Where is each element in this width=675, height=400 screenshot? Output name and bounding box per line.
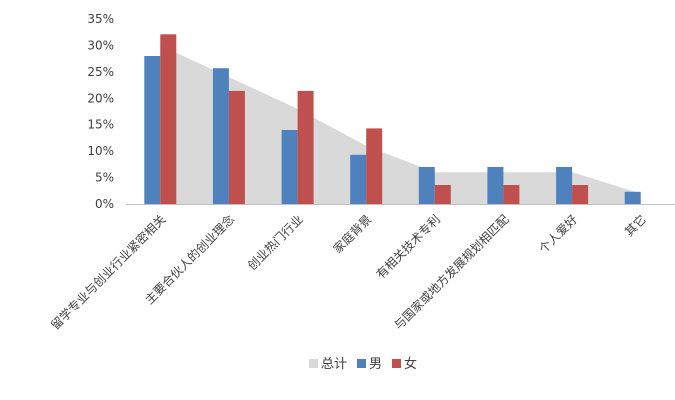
bar-male-4 bbox=[418, 167, 435, 204]
x-category-label: 留学专业与创业行业紧密相关 bbox=[48, 212, 169, 333]
y-tick-label: 35% bbox=[87, 12, 114, 26]
bar-female-1 bbox=[228, 90, 245, 204]
bar-male-7 bbox=[624, 191, 641, 204]
bar-male-0 bbox=[144, 56, 161, 204]
bar-female-6 bbox=[572, 185, 589, 204]
legend-item: 总计 bbox=[309, 357, 347, 372]
y-tick-label: 20% bbox=[87, 91, 114, 105]
bar-male-1 bbox=[212, 68, 229, 204]
bar-female-0 bbox=[160, 34, 177, 204]
legend-swatch bbox=[309, 359, 318, 368]
bar-layer bbox=[144, 34, 641, 204]
x-category-label: 创业热门行业 bbox=[244, 212, 306, 274]
bar-male-6 bbox=[556, 167, 573, 204]
y-tick-label: 5% bbox=[95, 171, 114, 185]
x-category-label: 个人爱好 bbox=[536, 212, 580, 256]
y-tick-label: 30% bbox=[87, 38, 114, 52]
legend: 总计 男 女 bbox=[309, 356, 417, 372]
bar-female-2 bbox=[297, 90, 314, 204]
y-tick-label: 10% bbox=[87, 144, 114, 158]
y-tick-label: 0% bbox=[95, 197, 114, 211]
bar-female-5 bbox=[503, 185, 520, 204]
bar-male-5 bbox=[487, 167, 504, 204]
x-category-label: 其它 bbox=[621, 212, 649, 240]
legend-label: 男 bbox=[369, 357, 382, 372]
area-layer bbox=[160, 45, 641, 205]
y-tick-label: 15% bbox=[87, 118, 114, 132]
bar-male-3 bbox=[350, 154, 367, 204]
legend-label: 女 bbox=[404, 356, 417, 372]
legend-swatch bbox=[357, 359, 366, 368]
legend-swatch bbox=[392, 359, 401, 368]
y-tick-label: 25% bbox=[87, 65, 114, 79]
x-category-label: 与国家或地方发展规划相匹配 bbox=[391, 212, 512, 333]
bar-female-3 bbox=[366, 128, 383, 204]
legend-item: 女 bbox=[392, 356, 417, 372]
bar-female-4 bbox=[434, 185, 451, 204]
x-category-label: 有相关技术专利 bbox=[373, 212, 443, 282]
series-area-total bbox=[160, 45, 641, 205]
legend-item: 男 bbox=[357, 357, 382, 372]
x-category-label: 家庭背景 bbox=[330, 212, 375, 257]
bar-male-2 bbox=[281, 130, 298, 204]
legend-label: 总计 bbox=[321, 357, 347, 372]
